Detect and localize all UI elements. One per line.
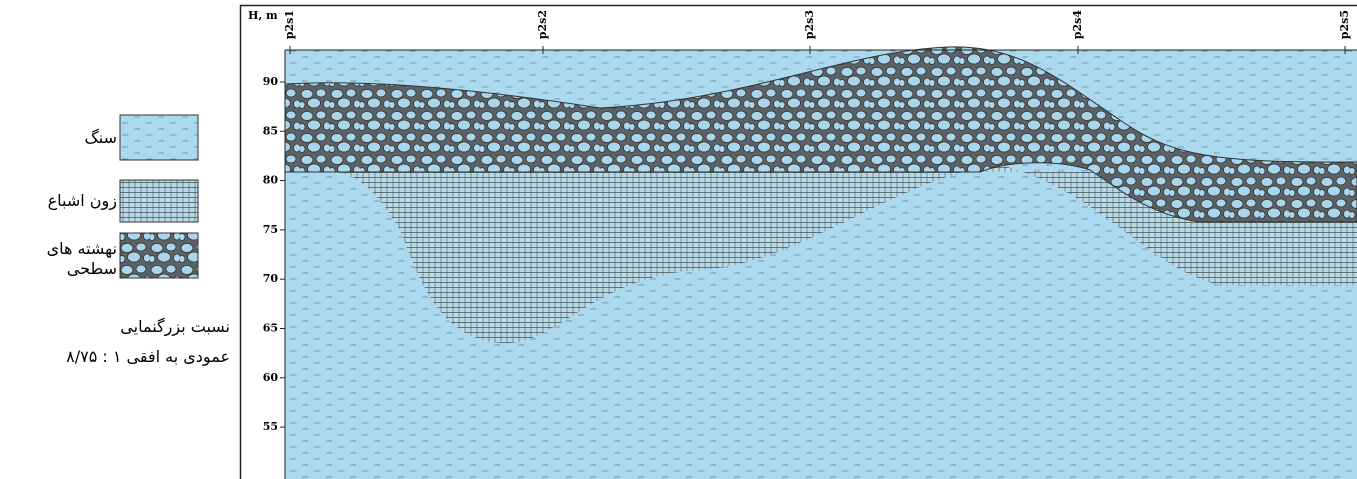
legend-swatch-saturated [120,180,198,222]
y-tick-label: 60 [263,371,279,384]
y-tick-label: 80 [263,174,279,187]
y-tick-label: 70 [263,272,279,285]
y-tick-label: 85 [263,124,278,137]
station-label: p2s4 [1071,10,1084,40]
scale-note: نسبت بزرگنمایی [120,317,230,337]
page: سنگ زون اشباع نهشته های سطحی نسبت بزرگنم… [0,0,1357,479]
station-label: p2s1 [283,10,296,39]
axis-title: H, m [248,9,278,22]
legend-swatch-gravel [120,233,198,278]
legend-label: سطحی [67,259,117,278]
station-label: p2s5 [1338,10,1351,39]
legend-label: زون اشباع [48,191,117,211]
y-tick-label: 90 [263,75,279,88]
station-label: p2s3 [803,10,816,39]
scale-note: عمودی به افقی ۱ : ۸/۷۵ [66,347,230,367]
y-tick-label: 75 [263,223,278,236]
station-label: p2s2 [536,10,549,39]
legend-label: نهشته های [47,239,117,259]
y-tick-label: 65 [263,322,278,335]
legend-swatch-rock [120,115,198,160]
diagram: سنگ زون اشباع نهشته های سطحی نسبت بزرگنم… [0,0,1357,479]
y-tick-label: 55 [263,420,278,433]
legend-label: سنگ [84,128,117,147]
